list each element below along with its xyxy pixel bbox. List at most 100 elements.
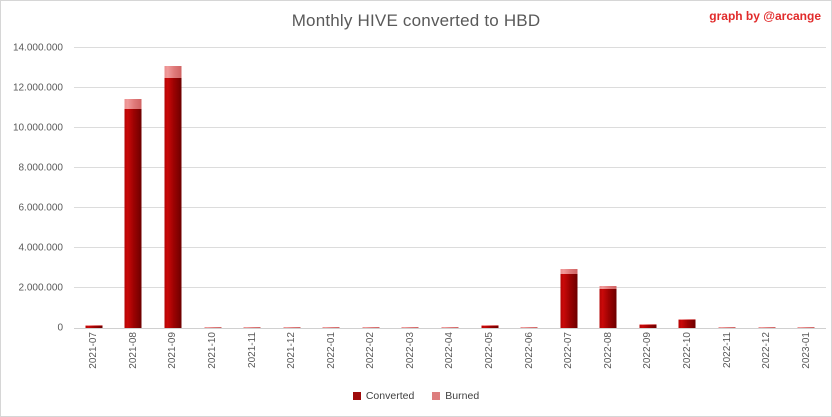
bar-slot-2021-09 (153, 48, 193, 328)
bar-slot-2022-04 (430, 48, 470, 328)
bar-segment-burned (560, 269, 578, 274)
bar-segment-burned (322, 327, 340, 328)
x-label-slot: 2022-02 (351, 332, 391, 369)
bar-slot-2022-05 (470, 48, 510, 328)
x-tick-label: 2021-11 (246, 332, 258, 368)
x-label-slot: 2022-04 (430, 332, 470, 369)
x-label-slot: 2022-09 (628, 332, 668, 369)
bar-segment-burned (599, 286, 617, 289)
bar-segment-burned (678, 319, 696, 320)
bar-slot-2022-09 (628, 48, 668, 328)
x-label-slot: 2022-10 (668, 332, 708, 369)
bar-2021-08 (124, 99, 142, 328)
bar-segment-burned (718, 327, 736, 328)
x-tick-label: 2022-03 (404, 332, 416, 369)
x-tick-label: 2022-07 (563, 332, 575, 369)
bar-slot-2023-01 (786, 48, 826, 328)
x-tick-label: 2021-09 (167, 332, 179, 369)
bar-segment-converted (85, 326, 103, 328)
x-label-slot: 2022-11 (707, 332, 747, 369)
x-label-slot: 2022-03 (391, 332, 431, 369)
x-tick-label: 2022-04 (444, 332, 456, 369)
bar-slot-2022-07 (549, 48, 589, 328)
x-axis-line (74, 328, 826, 329)
x-tick-label: 2022-05 (484, 332, 496, 369)
x-tick-label: 2022-12 (761, 332, 773, 369)
bar-segment-converted (599, 289, 617, 328)
y-tick-label: 8.000.000 (18, 162, 64, 174)
bar-2022-12 (758, 327, 776, 328)
gridline (74, 127, 826, 128)
y-tick-label: 4.000.000 (18, 242, 64, 254)
y-tick-label: 10.000.000 (12, 122, 63, 134)
bar-segment-converted (560, 274, 578, 328)
bar-segment-converted (164, 78, 182, 328)
credit-text: graph by @arcange (709, 9, 821, 23)
bar-2022-11 (718, 327, 736, 328)
x-axis-labels: 2021-07 2021-08 2021-09 2021-10 2021-11 2021-… (74, 332, 826, 369)
x-tick-label: 2022-11 (721, 332, 733, 368)
x-label-slot: 2022-05 (470, 332, 510, 369)
x-tick-label: 2022-10 (681, 332, 693, 369)
legend-item-burned: Burned (432, 390, 479, 402)
bar-segment-converted (481, 326, 499, 328)
gridline (74, 167, 826, 168)
bar-segment-burned (362, 327, 380, 328)
x-tick-label: 2023-01 (800, 332, 812, 369)
y-tick-label: 14.000.000 (12, 42, 63, 54)
bar-slot-2022-08 (589, 48, 629, 328)
x-tick-label: 2022-09 (642, 332, 654, 369)
y-tick-label: 0 (57, 322, 63, 334)
bar-segment-burned (243, 327, 261, 328)
y-tick-label: 2.000.000 (18, 282, 64, 294)
x-tick-label: 2021-10 (207, 332, 219, 369)
bar-2021-09 (164, 66, 182, 328)
bar-2021-12 (283, 327, 301, 328)
bar-2022-04 (441, 327, 459, 328)
bar-segment-burned (85, 325, 103, 326)
bar-segment-burned (283, 327, 301, 328)
x-label-slot: 2021-10 (193, 332, 233, 369)
bar-slot-2022-01 (311, 48, 351, 328)
bar-2021-07 (85, 325, 103, 328)
x-tick-label: 2021-12 (286, 332, 298, 369)
x-tick-label: 2021-07 (88, 332, 100, 369)
bar-slot-2021-08 (114, 48, 154, 328)
x-tick-label: 2021-08 (127, 332, 139, 369)
x-tick-label: 2022-01 (325, 332, 337, 369)
bar-segment-burned (441, 327, 459, 328)
bar-slot-2021-11 (232, 48, 272, 328)
bar-segment-burned (797, 327, 815, 328)
legend: Converted Burned (1, 390, 831, 402)
chart-title: Monthly HIVE converted to HBD (291, 11, 541, 30)
bar-segment-converted (124, 109, 142, 328)
converted-swatch-icon (352, 392, 361, 400)
bar-segment-burned (204, 327, 222, 328)
bar-segment-converted (678, 320, 696, 328)
bar-slot-2022-02 (351, 48, 391, 328)
bar-2021-10 (204, 327, 222, 328)
x-tick-label: 2022-08 (602, 332, 614, 369)
x-label-slot: 2021-11 (232, 332, 272, 369)
x-label-slot: 2021-07 (74, 332, 114, 369)
bar-slot-2021-07 (74, 48, 114, 328)
gridline (74, 287, 826, 288)
bar-2022-10 (678, 319, 696, 328)
bar-slot-2022-11 (707, 48, 747, 328)
bar-2022-09 (639, 324, 657, 328)
bar-segment-burned (520, 327, 538, 328)
legend-label-converted: Converted (365, 390, 415, 402)
x-label-slot: 2021-08 (114, 332, 154, 369)
bar-slot-2022-06 (509, 48, 549, 328)
bar-2022-03 (401, 327, 419, 328)
legend-item-converted: Converted (352, 390, 415, 402)
burned-swatch-icon (432, 392, 441, 400)
x-label-slot: 2023-01 (786, 332, 826, 369)
x-label-slot: 2021-12 (272, 332, 312, 369)
gridline (74, 47, 826, 48)
bar-segment-burned (481, 325, 499, 326)
bar-slot-2022-03 (391, 48, 431, 328)
x-label-slot: 2022-07 (549, 332, 589, 369)
bar-segment-burned (164, 66, 182, 78)
